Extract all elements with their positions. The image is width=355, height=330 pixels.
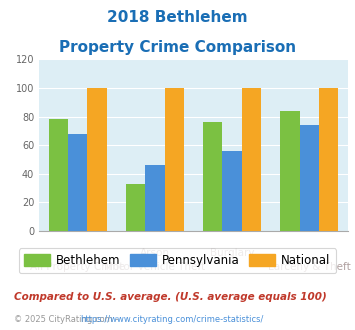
Bar [203, 122, 223, 231]
Bar [87, 88, 106, 231]
Legend: Bethlehem, Pennsylvania, National: Bethlehem, Pennsylvania, National [18, 248, 337, 273]
Bar [49, 119, 68, 231]
Bar [319, 88, 338, 231]
Bar [280, 111, 300, 231]
Text: Compared to U.S. average. (U.S. average equals 100): Compared to U.S. average. (U.S. average … [14, 292, 327, 302]
Text: Larceny & Theft: Larceny & Theft [268, 262, 351, 272]
Bar [223, 151, 242, 231]
Text: 2018 Bethlehem: 2018 Bethlehem [107, 10, 248, 25]
Bar [68, 134, 87, 231]
Text: All Property Crime: All Property Crime [30, 262, 125, 272]
Text: Motor Vehicle Theft: Motor Vehicle Theft [104, 262, 206, 272]
Text: Burglary: Burglary [210, 248, 254, 258]
Text: Property Crime Comparison: Property Crime Comparison [59, 40, 296, 54]
Text: © 2025 CityRating.com -: © 2025 CityRating.com - [14, 315, 121, 324]
Bar [242, 88, 261, 231]
Text: https://www.cityrating.com/crime-statistics/: https://www.cityrating.com/crime-statist… [80, 315, 263, 324]
Text: Arson: Arson [140, 248, 170, 258]
Bar [145, 165, 164, 231]
Bar [300, 125, 319, 231]
Bar [164, 88, 184, 231]
Bar [126, 184, 145, 231]
